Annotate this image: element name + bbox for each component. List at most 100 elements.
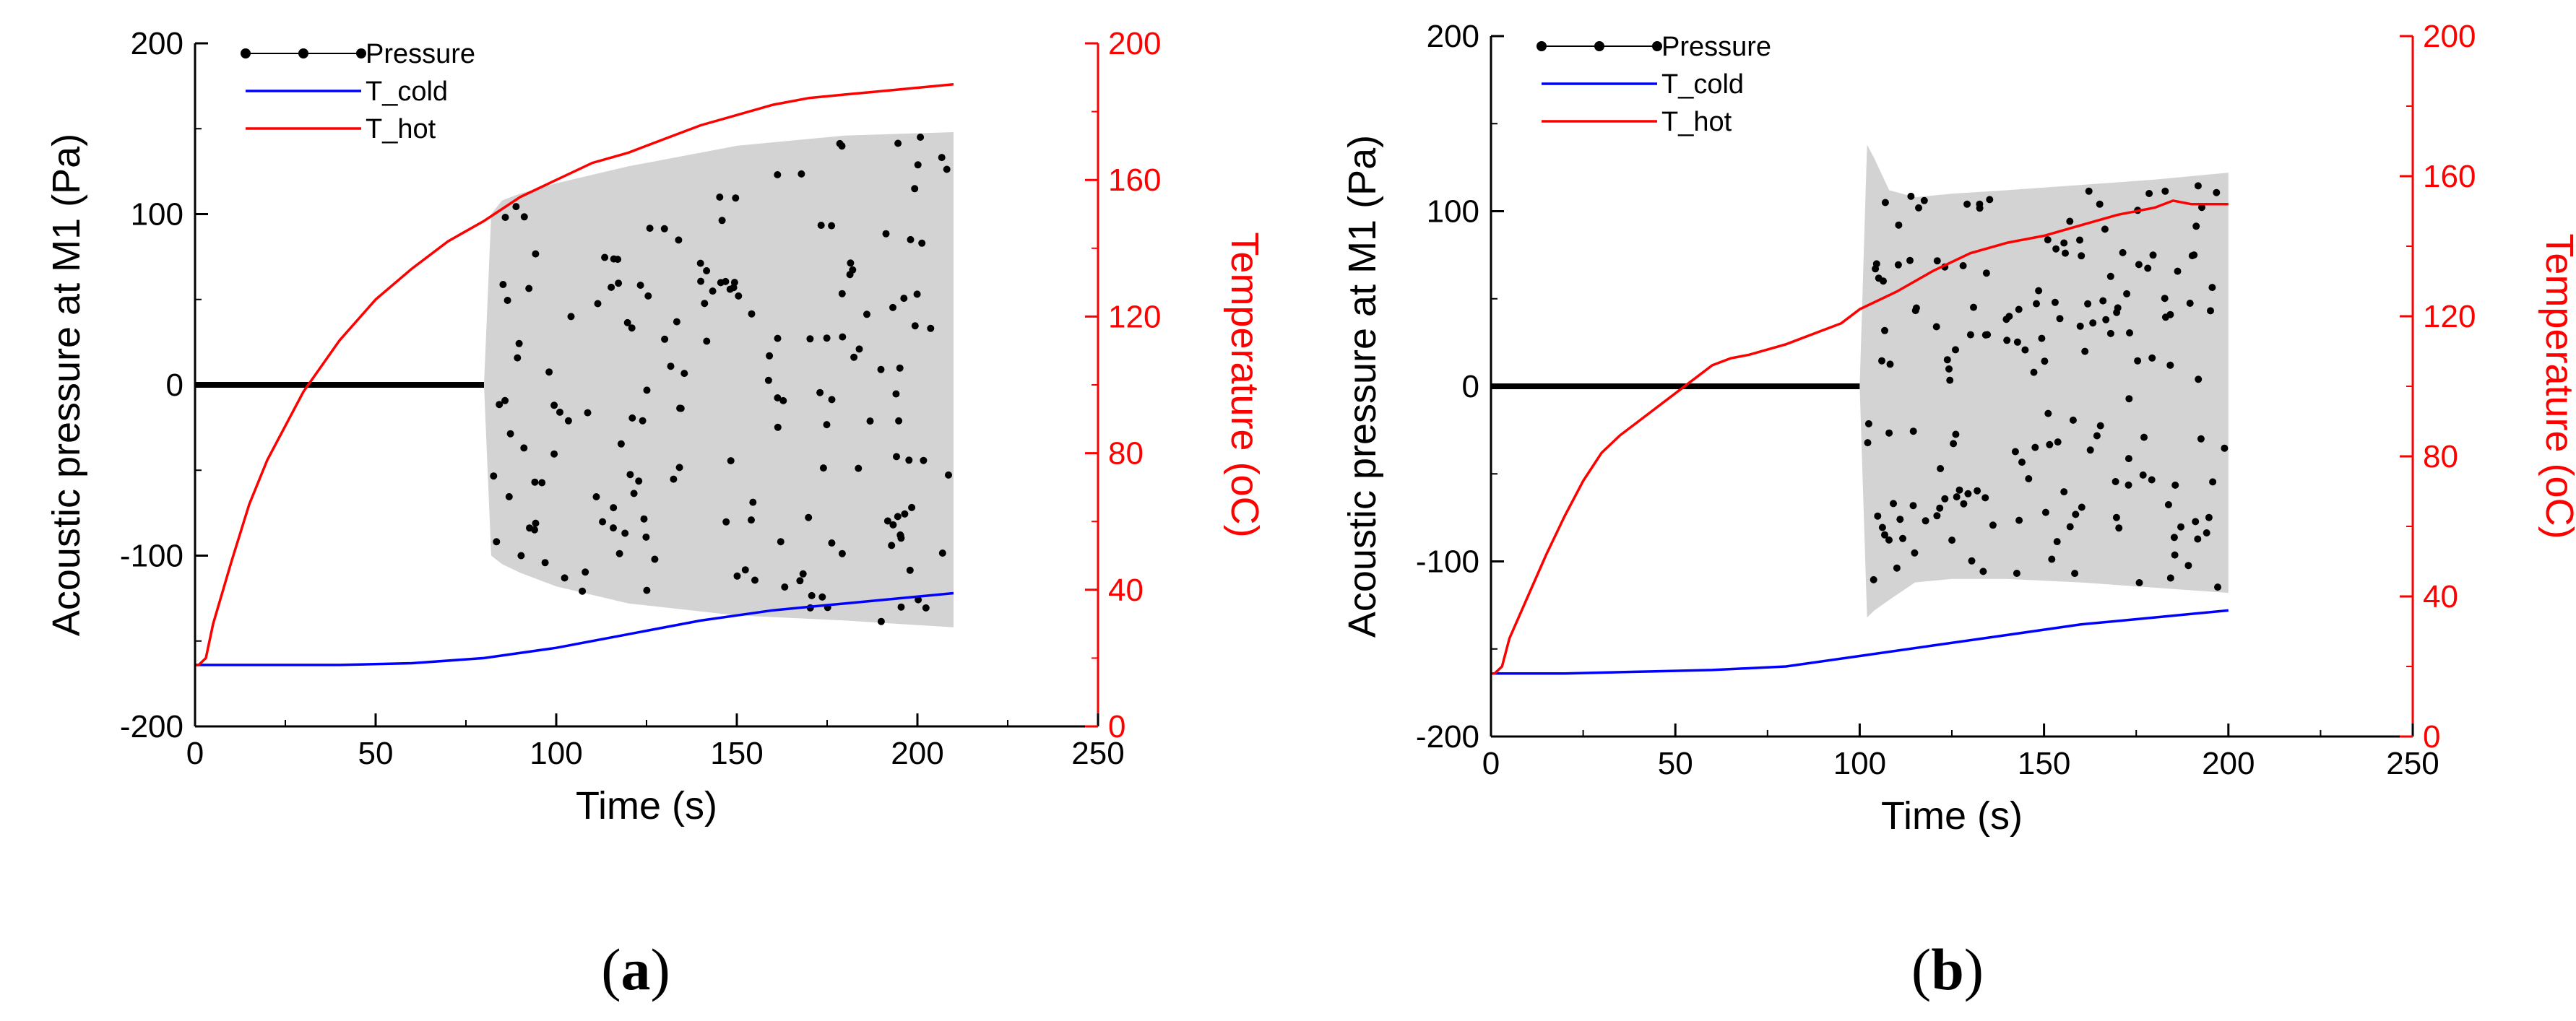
pressure-marker-b (1966, 331, 1974, 339)
pressure-marker-b (2145, 190, 2153, 197)
pressure-marker-a (579, 587, 587, 595)
pressure-marker-b (1932, 323, 1940, 331)
pressure-marker-a (828, 222, 836, 230)
pressure-marker-b (1878, 357, 1885, 365)
panel-label-a: (a) (601, 937, 670, 1002)
pressure-marker-a (927, 324, 935, 332)
pressure-marker-b (2071, 570, 2079, 578)
pressure-marker-b (1915, 204, 1922, 212)
y-right-tick-label-b-200: 200 (2423, 19, 2476, 54)
pressure-marker-a (630, 490, 638, 498)
pressure-marker-b (2089, 319, 2097, 327)
pressure-marker-b (2078, 252, 2086, 260)
pressure-marker-b (2171, 481, 2179, 489)
pressure-marker-b (1950, 440, 1958, 448)
pressure-marker-b (2072, 510, 2080, 518)
pressure-marker-a (900, 295, 908, 303)
pressure-marker-a (817, 222, 825, 229)
pressure-marker-b (2076, 236, 2083, 244)
pressure-marker-b (1911, 549, 1919, 557)
pressure-marker-b (2198, 204, 2205, 212)
pressure-marker-a (733, 572, 741, 580)
pressure-marker-a (816, 388, 824, 396)
pressure-marker-b (2213, 188, 2221, 196)
pressure-marker-b (2112, 513, 2120, 521)
pressure-marker-a (892, 390, 900, 398)
pressure-marker-b (2081, 347, 2089, 355)
pressure-marker-b (1895, 221, 1903, 229)
pressure-marker-b (2161, 295, 2169, 303)
pressure-marker-a (823, 421, 831, 429)
y-left-tick-label-b-m100: -100 (1416, 544, 1479, 580)
x-tick-label-b-200: 200 (2202, 746, 2255, 781)
y-left-tick-label-a-m100: -100 (120, 539, 183, 574)
pressure-marker-b (2062, 249, 2069, 257)
pressure-marker-b (2084, 300, 2092, 308)
x-tick-label-b-100: 100 (1833, 746, 1886, 781)
pressure-marker-b (2208, 284, 2216, 292)
pressure-marker-b (2221, 444, 2229, 452)
pressure-marker-a (532, 250, 540, 258)
y-left-tick-label-b-0: 0 (1462, 369, 1479, 404)
pressure-marker-b (1948, 536, 1956, 544)
pressure-marker-a (749, 498, 757, 506)
pressure-band-a (484, 132, 954, 627)
pressure-marker-b (1943, 356, 1951, 364)
pressure-marker-a (503, 297, 511, 304)
pressure-marker-a (505, 492, 513, 500)
pressure-marker-a (644, 292, 652, 300)
x-tick-label-b-0: 0 (1482, 746, 1500, 781)
pressure-oscillation-band-a (484, 132, 954, 627)
pressure-marker-b (2102, 316, 2110, 323)
pressure-marker-a (911, 322, 919, 330)
pressure-marker-a (660, 225, 668, 233)
pressure-marker-a (806, 335, 814, 343)
y-right-axis-title-a: Temperature (oC) (1223, 232, 1266, 537)
pressure-marker-b (2056, 315, 2064, 323)
pressure-marker-a (608, 283, 615, 291)
pressure-marker-a (796, 577, 804, 585)
pressure-marker-b (2054, 438, 2062, 446)
pressure-marker-b (1911, 307, 1919, 315)
pressure-marker-a (774, 394, 782, 401)
pressure-marker-b (2126, 329, 2133, 336)
pressure-marker-a (732, 194, 740, 202)
pressure-marker-b (1974, 487, 1981, 495)
pressure-marker-b (1979, 568, 1987, 575)
x-tick-label-b-150: 150 (2018, 746, 2070, 781)
pressure-marker-a (717, 279, 725, 287)
chart-panel-a: 0 50 100 150 200 250 -200 -100 0 100 200… (45, 26, 1266, 1002)
pressure-marker-b (1963, 200, 1971, 208)
pressure-marker-a (877, 617, 885, 625)
pressure-marker-a (541, 559, 549, 567)
pressure-marker-a (798, 170, 805, 178)
tick-marks-a (194, 42, 1099, 728)
pressure-marker-a (635, 477, 643, 485)
pressure-markers-b (1864, 182, 2229, 591)
pressure-marker-a (525, 284, 533, 292)
x-tick-label-a-50: 50 (358, 736, 394, 771)
pressure-marker-b (1896, 516, 1904, 523)
pressure-marker-a (877, 365, 885, 373)
pressure-marker-a (628, 414, 636, 422)
pressure-marker-a (818, 593, 826, 601)
pressure-marker-a (512, 203, 520, 211)
pressure-marker-b (2096, 200, 2104, 208)
pressure-marker-a (642, 533, 650, 541)
pressure-marker-b (1906, 256, 1914, 264)
pressure-marker-a (643, 386, 651, 394)
panel-label-a-close: ) (651, 937, 670, 1002)
panel-label-b-letter: b (1931, 937, 1964, 1002)
pressure-marker-b (2161, 313, 2169, 321)
pressure-marker-a (748, 310, 756, 318)
pressure-marker-b (2125, 481, 2132, 489)
y-left-tick-label-a-200: 200 (131, 26, 183, 61)
pressure-marker-b (2033, 300, 2040, 308)
x-axis-title-a: Time (s) (576, 784, 717, 827)
pressure-marker-a (905, 456, 913, 464)
pressure-marker-b (2139, 471, 2147, 479)
pressure-marker-a (774, 171, 782, 178)
pressure-marker-b (1982, 269, 1990, 277)
panel-label-b: (b) (1911, 937, 1984, 1002)
